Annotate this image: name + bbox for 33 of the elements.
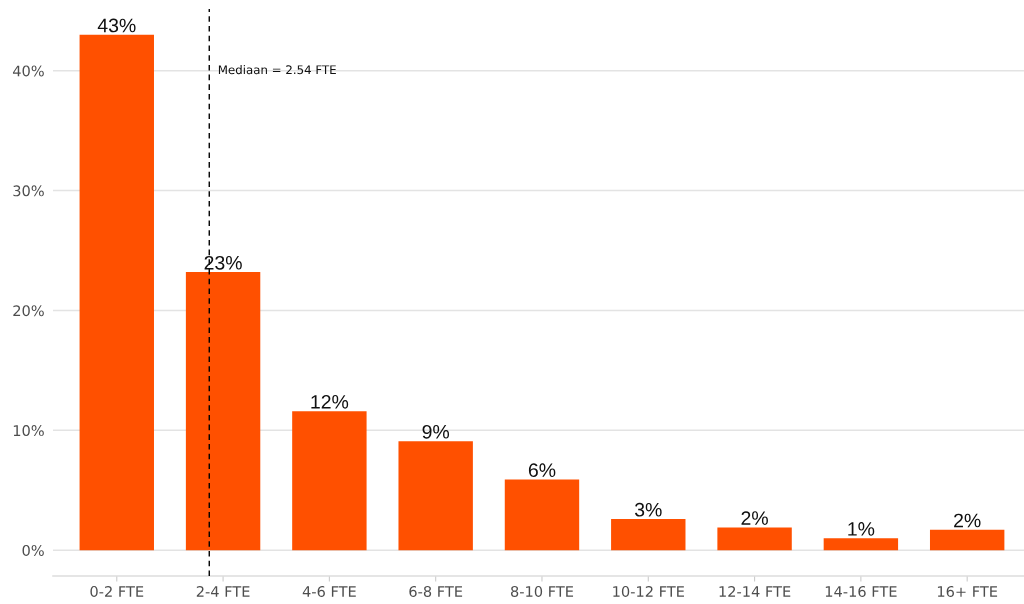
bar [398, 441, 473, 551]
y-tick-label: 30% [13, 185, 44, 197]
data-label: 1% [848, 522, 875, 536]
bar [929, 529, 1005, 551]
y-tick-label: 40% [12, 65, 44, 77]
y-tick-label: 10% [13, 425, 44, 437]
data-label: 2% [954, 513, 981, 528]
x-tick-label: 8-10 FTE [510, 585, 574, 598]
data-label: 2% [741, 511, 768, 525]
bar [823, 538, 899, 551]
bar [611, 519, 686, 551]
x-tick-label: 10-12 FTE [613, 585, 684, 598]
y-tick-label: 0% [22, 544, 44, 556]
data-label: 3% [634, 502, 662, 517]
bar [717, 527, 792, 551]
x-tick-label: 4-6 FTE [302, 585, 356, 598]
bar [79, 34, 154, 551]
x-tick-label: 2-4 FTE [196, 585, 250, 597]
data-label: 9% [422, 424, 450, 439]
bar [185, 272, 261, 551]
bar [292, 411, 367, 551]
data-label: 43% [97, 18, 136, 33]
data-label: 12% [311, 394, 349, 409]
y-tick-label: 20% [13, 305, 44, 317]
bar [504, 479, 580, 551]
x-tick-label: 0-2 FTE [90, 585, 144, 598]
x-tick-label: 16+ FTE [937, 585, 998, 598]
data-label: 6% [528, 463, 556, 478]
ref-line-label: Mediaan = 2.54 FTE [218, 65, 336, 75]
data-label: 23% [204, 255, 242, 270]
x-tick-label: 14-16 FTE [825, 585, 897, 598]
x-tick-label: 12-14 FTE [719, 585, 791, 597]
x-tick-label: 6-8 FTE [409, 585, 463, 598]
